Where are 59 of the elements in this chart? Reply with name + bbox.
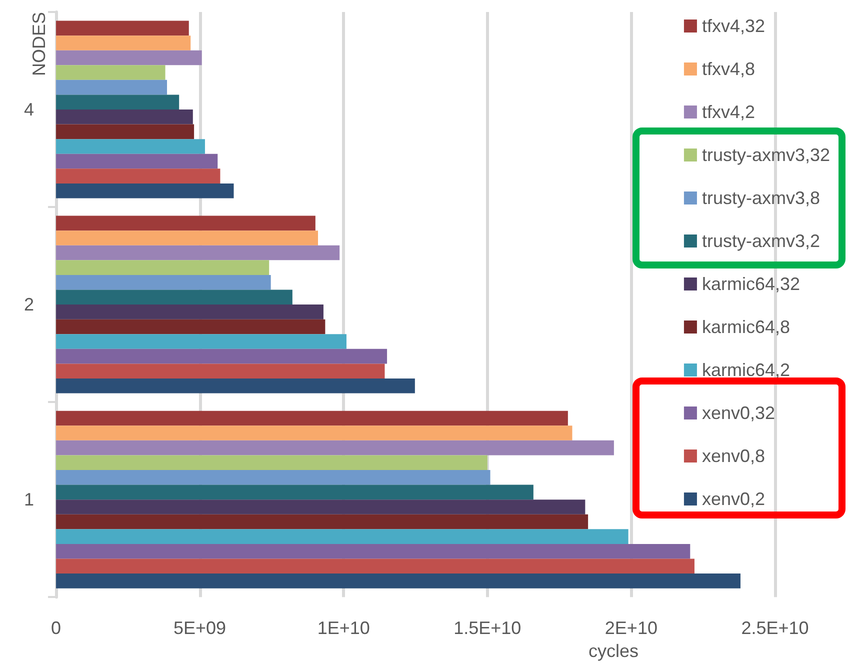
x-axis-title: cycles xyxy=(588,641,639,661)
legend-label: xenv0,2 xyxy=(702,489,766,509)
legend-label: trusty-axmv3,8 xyxy=(702,188,820,208)
bar xyxy=(56,274,271,290)
legend-label: tfxv4,8 xyxy=(702,59,755,79)
legend-label: trusty-axmv3,32 xyxy=(702,145,830,165)
legend-label: xenv0,8 xyxy=(702,446,766,466)
bar xyxy=(56,574,740,588)
bar xyxy=(56,455,488,470)
legend-label: tfxv4,32 xyxy=(702,16,766,36)
y-tick-label: 2 xyxy=(24,294,34,315)
bar xyxy=(56,124,194,140)
x-tick-label: 1.5E+10 xyxy=(454,618,522,638)
bar xyxy=(56,36,191,50)
bar xyxy=(56,378,415,394)
y-tick-label: 4 xyxy=(24,100,34,120)
bar xyxy=(56,348,388,364)
bar xyxy=(56,364,385,378)
legend-label: karmic64,8 xyxy=(702,317,790,337)
bar xyxy=(56,410,568,426)
bar xyxy=(56,168,220,184)
x-tick-label: 0 xyxy=(50,618,62,638)
bar xyxy=(56,139,205,154)
bar xyxy=(56,558,694,574)
bar xyxy=(56,529,628,544)
bar xyxy=(56,500,586,514)
bar xyxy=(56,110,193,124)
legend-label: xenv0,32 xyxy=(702,403,776,423)
bar xyxy=(56,514,588,530)
bar xyxy=(56,260,270,275)
x-tick-label: 1E+10 xyxy=(317,618,370,638)
x-tick-label: 5E+09 xyxy=(174,618,226,638)
legend-label: karmic64,32 xyxy=(702,274,800,294)
bar xyxy=(56,230,318,246)
legend-label: tfxv4,2 xyxy=(702,102,755,122)
bar xyxy=(56,216,316,231)
bar xyxy=(56,426,572,440)
legend-label: karmic64,2 xyxy=(702,360,790,380)
legend-label: trusty-axmv3,2 xyxy=(702,231,820,251)
bar xyxy=(56,544,690,559)
bar xyxy=(56,290,292,305)
bar xyxy=(56,470,490,485)
bar xyxy=(56,154,218,169)
bar xyxy=(56,65,166,80)
bar xyxy=(56,319,326,334)
bar xyxy=(56,440,614,456)
x-tick-label: 2.5E+10 xyxy=(741,618,809,638)
bar xyxy=(56,245,340,260)
x-tick-label: 2E+10 xyxy=(604,618,658,638)
y-tick-label: 1 xyxy=(24,490,34,510)
bar xyxy=(56,304,324,320)
bar xyxy=(56,334,346,349)
bar xyxy=(56,94,180,110)
bar xyxy=(56,80,168,95)
y-axis-title: NODES xyxy=(29,12,49,76)
bar xyxy=(56,484,534,500)
bar xyxy=(56,20,189,36)
bar xyxy=(56,183,234,198)
bar xyxy=(56,50,202,66)
